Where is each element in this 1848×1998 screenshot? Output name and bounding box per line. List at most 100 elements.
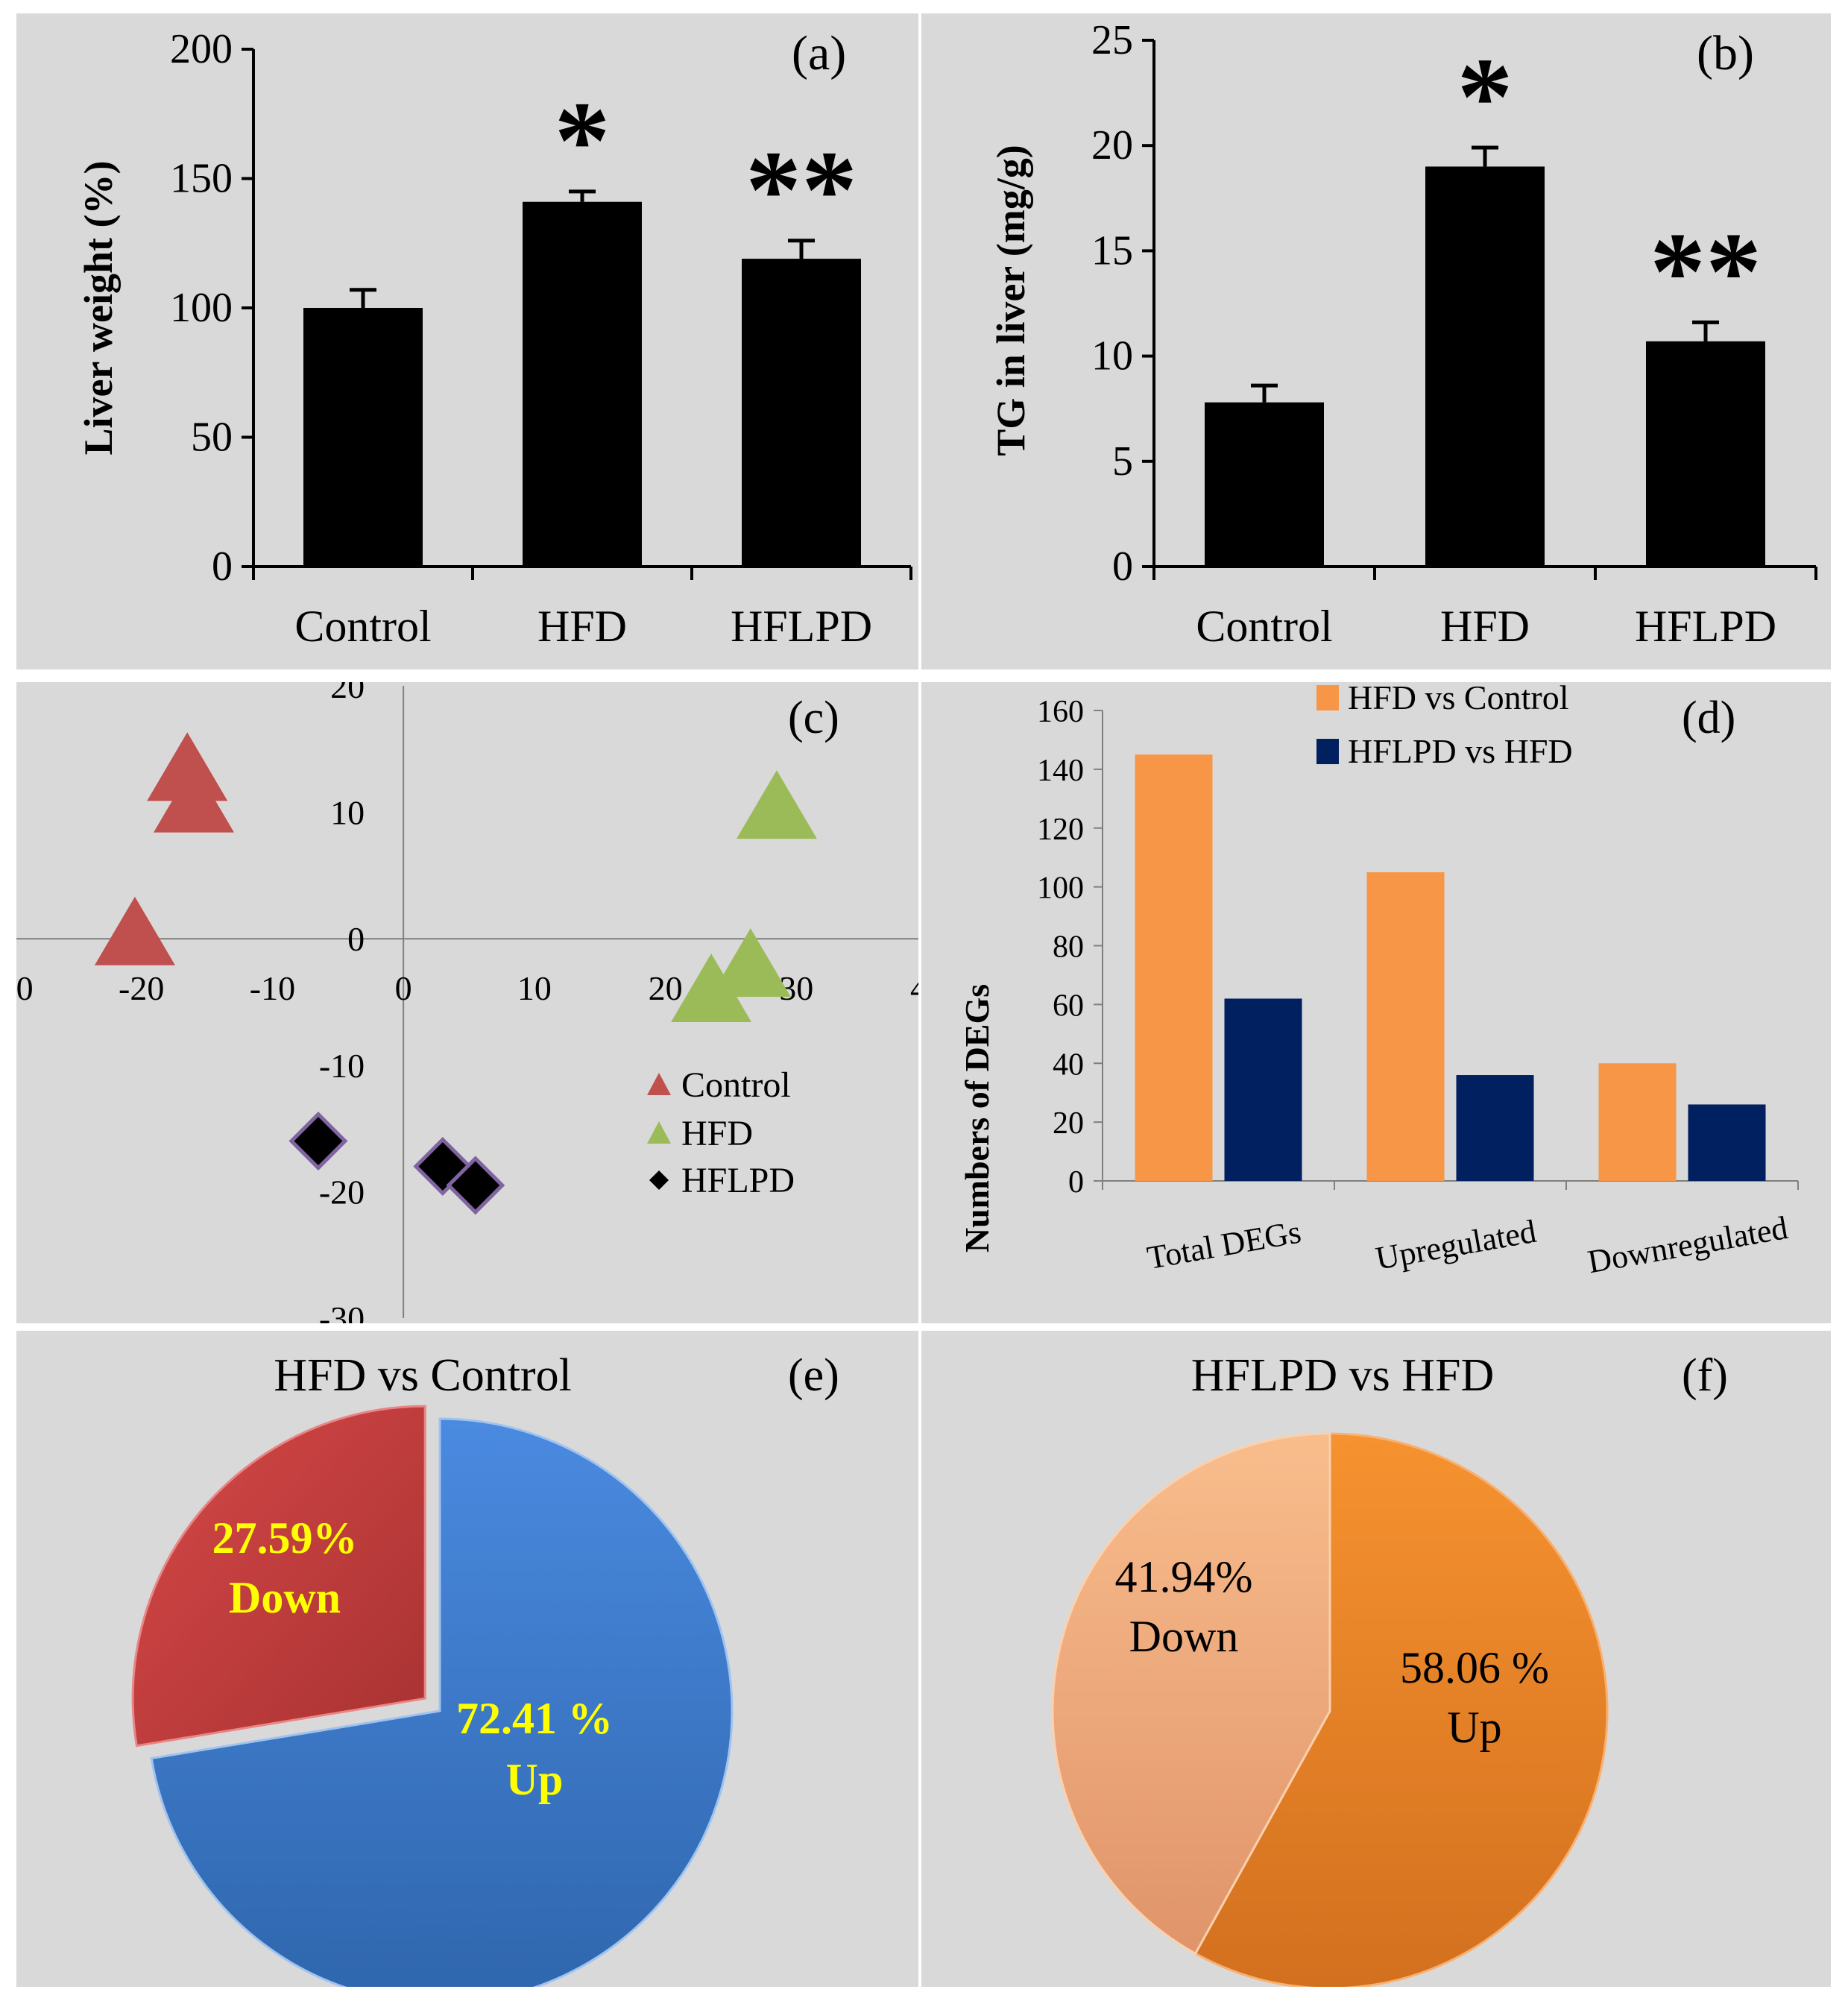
- pie-label-percent: 58.06 %: [1400, 1643, 1549, 1692]
- scatter-point: [147, 732, 228, 801]
- chart-e: HFD vs Control (e) 27.59% Down 72.41 % Up: [131, 1350, 839, 1987]
- pie-slice-up: [1193, 1432, 1609, 1987]
- panel-d: (d) Numbers of DEGs 0 20 40 60 80 100 120 140 16…: [921, 682, 1831, 1323]
- x-tick-label: 40: [910, 969, 918, 1007]
- panel-e: HFD vs Control (e) 27.59% Down 72.41 % Up: [16, 1331, 918, 1987]
- chart-c: (c) -30-20-1001020304020100-10-20-30Cont…: [16, 682, 918, 1323]
- y-tick-label: 0: [1112, 543, 1133, 590]
- pie-title: HFLPD vs HFD: [1191, 1350, 1495, 1401]
- y-tick-label: 120: [1037, 813, 1084, 847]
- scatter-point: [288, 1112, 348, 1171]
- scatter-point: [446, 1156, 505, 1215]
- x-tick-label: Control: [294, 602, 431, 651]
- panel-letter: (b): [1697, 26, 1754, 81]
- pie-slice-down: [131, 1405, 426, 1748]
- bar: [1646, 341, 1765, 567]
- y-tick-label: 160: [1037, 695, 1084, 729]
- chart-f: HFLPD vs HFD (f) 41.94% Down 58.06 % Up: [1051, 1350, 1728, 1987]
- y-tick-label: 50: [191, 415, 233, 461]
- legend-label: Control: [681, 1065, 791, 1105]
- scatter-point: [710, 928, 791, 998]
- y-tick-label: 150: [170, 156, 233, 202]
- x-tick-label: Downregulated: [1585, 1209, 1791, 1280]
- y-tick-label: 0: [1068, 1165, 1084, 1200]
- bar: [303, 308, 423, 567]
- y-tick-label: 0: [347, 920, 365, 958]
- y-tick-label: 20: [1091, 122, 1133, 168]
- x-tick-label: HFLPD: [731, 602, 872, 651]
- chart-d: (d) Numbers of DEGs 0 20 40 60 80 100 120 140 16…: [958, 682, 1799, 1280]
- pie-label-percent: 27.59%: [212, 1513, 358, 1563]
- y-axis-label: Numbers of DEGs: [958, 984, 996, 1252]
- y-tick-label: 200: [170, 26, 233, 72]
- pie-label-name: Down: [1129, 1612, 1239, 1661]
- x-tick-label: Control: [1196, 602, 1332, 651]
- bar: [1135, 754, 1213, 1181]
- legend-marker: [647, 1121, 671, 1144]
- panel-letter: (e): [788, 1350, 839, 1401]
- bar: [523, 201, 642, 567]
- x-tick-label: -20: [119, 969, 164, 1007]
- panel-f: HFLPD vs HFD (f) 41.94% Down 58.06 % Up: [921, 1331, 1831, 1987]
- panel-b: (b) TG in liver (mg/g) 0 5 10 15 20 25 Control…: [921, 13, 1831, 669]
- legend-swatch: [1316, 739, 1339, 764]
- pie-label-percent: 72.41 %: [456, 1694, 613, 1743]
- y-tick-label: -20: [319, 1173, 365, 1211]
- scatter-point: [94, 896, 175, 965]
- y-tick-label: 25: [1091, 17, 1133, 63]
- y-tick-label: 10: [330, 794, 365, 832]
- pie-slice-up: [150, 1417, 734, 1987]
- y-tick-label: 20: [330, 682, 365, 705]
- y-tick-label: 100: [1037, 872, 1084, 906]
- significance-marker: *: [1457, 35, 1513, 159]
- legend-swatch: [1316, 685, 1339, 710]
- bar: [1688, 1104, 1766, 1181]
- x-tick-label: HFLPD: [1635, 602, 1776, 651]
- x-tick-label: 20: [649, 969, 683, 1007]
- panel-letter: (f): [1682, 1350, 1728, 1401]
- panel-letter: (c): [788, 693, 839, 743]
- significance-marker: *: [555, 79, 611, 203]
- scatter-point: [154, 763, 234, 833]
- x-tick-label: 0: [395, 969, 412, 1007]
- pie-title: HFD vs Control: [274, 1350, 572, 1401]
- legend-label: HFD vs Control: [1348, 682, 1568, 716]
- legend-label: HFLPD: [681, 1161, 795, 1200]
- y-tick-label: 80: [1053, 930, 1084, 965]
- panel-a: (a) Liver weight (%) 0 50 100 150 200 Control…: [16, 13, 918, 669]
- y-tick-label: 5: [1112, 438, 1133, 485]
- legend-marker: [647, 1073, 671, 1095]
- bar: [1425, 166, 1545, 567]
- y-axis-label: Liver weight (%): [76, 161, 121, 456]
- chart-a: (a) Liver weight (%) 0 50 100 150 200 Control…: [76, 26, 912, 651]
- bar: [742, 259, 861, 567]
- scatter-point: [671, 954, 752, 1023]
- y-tick-label: 140: [1037, 754, 1084, 788]
- pie-label-name: Up: [1447, 1703, 1501, 1752]
- y-tick-label: 100: [170, 285, 233, 331]
- panel-letter: (a): [792, 26, 846, 81]
- bar: [1366, 872, 1445, 1181]
- bar: [1456, 1075, 1534, 1181]
- y-tick-label: -30: [319, 1299, 365, 1323]
- x-tick-label: Total DEGs: [1144, 1214, 1304, 1276]
- pie-label-name: Up: [506, 1755, 564, 1804]
- pie-slice-down: [1051, 1432, 1331, 1956]
- y-tick-label: 20: [1053, 1106, 1084, 1141]
- panel-c: (c) -30-20-1001020304020100-10-20-30Cont…: [16, 682, 918, 1323]
- x-tick-label: HFD: [537, 602, 627, 651]
- y-tick-label: 10: [1091, 333, 1133, 379]
- x-tick-label: Upregulated: [1373, 1213, 1539, 1277]
- pie-label-name: Down: [229, 1573, 341, 1622]
- x-tick-label: -30: [16, 969, 34, 1007]
- bar: [1205, 402, 1324, 567]
- panel-letter: (d): [1682, 693, 1735, 743]
- legend-marker: [649, 1170, 669, 1190]
- y-tick-label: 40: [1053, 1047, 1084, 1082]
- x-tick-label: -10: [250, 969, 295, 1007]
- scatter-point: [736, 770, 817, 839]
- significance-marker: **: [745, 128, 857, 252]
- bar: [1598, 1063, 1677, 1181]
- y-tick-label: 15: [1091, 227, 1133, 274]
- significance-marker: **: [1650, 209, 1762, 333]
